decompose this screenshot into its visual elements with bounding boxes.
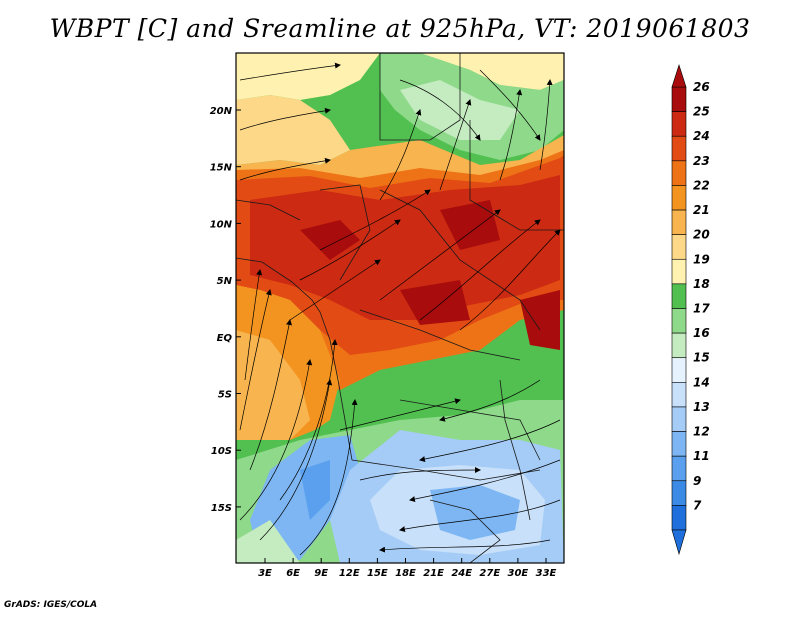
- colorbar-top-triangle: [671, 64, 687, 88]
- colorbar-label: 12: [693, 425, 710, 439]
- map-plot-area: [236, 53, 564, 563]
- lon-tick-label: 6E: [286, 568, 300, 579]
- colorbar-label: 19: [693, 252, 710, 266]
- lat-tick-label: 15N: [210, 163, 233, 174]
- colorbar-swatch: [671, 234, 687, 260]
- lon-tick-label: 27E: [479, 568, 500, 579]
- colorbar-swatch: [671, 480, 687, 506]
- colorbar-label: 24: [693, 129, 710, 143]
- lon-tick-label: 33E: [536, 568, 557, 579]
- lat-tick-label: 20N: [210, 106, 233, 117]
- colorbar-label: 13: [693, 400, 710, 414]
- grads-credit: GrADS: IGES/COLA: [4, 600, 98, 610]
- colorbar-label: 11: [693, 449, 710, 463]
- colorbar-label: 17: [693, 302, 710, 316]
- lon-tick-label: 9E: [314, 568, 328, 579]
- colorbar-swatch: [671, 283, 687, 309]
- colorbar-swatch: [671, 357, 687, 383]
- lat-tick-label: 5S: [218, 390, 232, 401]
- colorbar-label: 14: [693, 375, 710, 389]
- colorbar-label: 18: [693, 277, 710, 291]
- colorbar-swatch: [671, 111, 687, 137]
- lon-tick-label: 24E: [451, 568, 472, 579]
- colorbar-bottom-triangle: [671, 529, 687, 556]
- lon-tick-label: 12E: [339, 568, 360, 579]
- colorbar-swatch: [671, 86, 687, 112]
- colorbar-swatch: [671, 160, 687, 186]
- colorbar-label: 16: [693, 326, 710, 340]
- colorbar-swatch: [671, 308, 687, 334]
- colorbar-swatch: [671, 332, 687, 359]
- colorbar-label: 7: [693, 498, 702, 512]
- streamlines: [239, 62, 561, 556]
- colorbar-swatch: [671, 258, 687, 285]
- colorbar-label: 23: [693, 154, 710, 168]
- colorbar-swatch: [671, 135, 687, 162]
- lon-tick-label: 3E: [258, 568, 272, 579]
- colorbar-swatch: [671, 406, 687, 432]
- longitude-axis: 3E 6E 9E 12E 15E 18E 21E 24E 27E 30E 33E: [258, 558, 557, 579]
- colorbar-label: 25: [693, 105, 710, 119]
- map-title: WBPT [C] and Sreamline at 925hPa, VT: 20…: [49, 14, 751, 43]
- lat-tick-label: 10N: [210, 219, 233, 230]
- colorbar-swatch: [671, 382, 687, 408]
- lon-tick-label: 18E: [395, 568, 416, 579]
- map-frame: [235, 52, 565, 564]
- lat-tick-label: 5N: [217, 276, 233, 287]
- lon-tick-label: 15E: [367, 568, 388, 579]
- colorbar-swatch: [671, 209, 687, 235]
- lon-tick-label: 30E: [508, 568, 529, 579]
- colorbar-swatch: [671, 455, 687, 482]
- country-borders: [236, 53, 564, 563]
- colorbar-swatch: [671, 185, 687, 211]
- lat-tick-label: EQ: [217, 333, 233, 344]
- lon-tick-label: 21E: [423, 568, 444, 579]
- colorbar-label: 9: [693, 474, 701, 488]
- lat-tick-label: 15S: [211, 503, 232, 514]
- colorbar-label: 22: [693, 178, 710, 192]
- colorbar-swatch: [671, 431, 687, 457]
- lat-tick-label: 10S: [211, 446, 232, 457]
- colorbar-label: 20: [693, 228, 710, 242]
- colorbar-swatch: [671, 505, 687, 531]
- colorbar-label: 26: [693, 80, 710, 94]
- colorbar-label: 15: [693, 351, 710, 365]
- colorbar: 26 25 24 23 22 21 20 19 18 17 16 15 14 13 12 11 9 7: [671, 64, 710, 556]
- colorbar-label: 21: [693, 203, 710, 217]
- latitude-axis: 20N 15N 10N 5N EQ 5S 10S 15S: [210, 106, 241, 514]
